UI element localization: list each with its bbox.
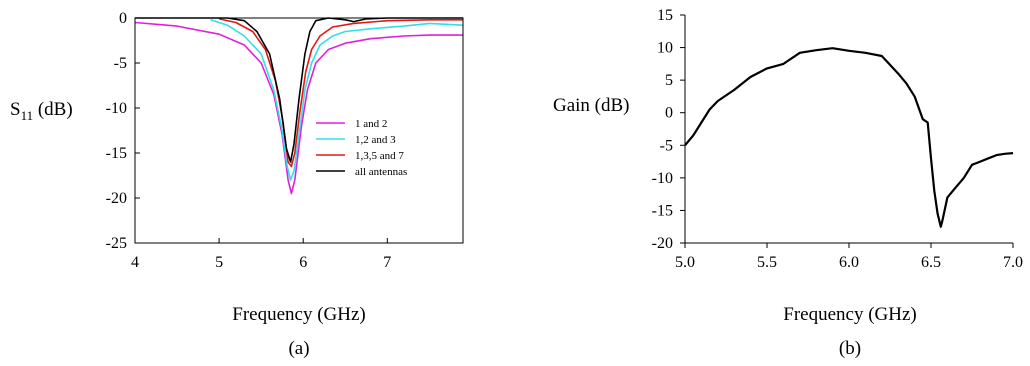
chart-a-x-tick-label-1: 4 xyxy=(131,254,139,271)
chart-a-legend: 1 and 2 1,2 and 3 1,3,5 and 7 all antennas xyxy=(316,118,407,178)
chart-b-x-tick-label-4: 6.5 xyxy=(921,254,941,271)
chart-a-series-line-1 xyxy=(134,21,463,195)
chart-b-x-tick-label-2: 5.5 xyxy=(757,254,777,271)
chart-a-y-tick-label-3: -10 xyxy=(106,100,127,117)
chart-a-legend-label-3: 1,3,5 and 7 xyxy=(355,150,404,162)
chart-a-x-axis: 4 5 6 7 xyxy=(131,238,391,271)
chart-b-y-axis-title: Gain (dB) xyxy=(553,95,630,116)
chart-b-y-axis: 15 10 5 0 -5 -10 -15 -20 xyxy=(652,7,685,252)
chart-a-x-tick-label-3: 6 xyxy=(299,254,307,271)
chart-b-y-tick-label-4: 0 xyxy=(665,105,673,122)
chart-b: 5.0 5.5 6.0 6.5 7.0 15 10 5 0 -5 -10 -15 -20 Freque… xyxy=(553,7,1023,359)
chart-a-plot-frame xyxy=(134,17,464,244)
chart-b-y-tick-label-3: 5 xyxy=(665,72,673,89)
chart-a-y-tick-label-4: -15 xyxy=(106,145,127,162)
chart-a-y-tick-label-2: -5 xyxy=(114,55,127,72)
chart-a-x-axis-title: Frequency (GHz) xyxy=(232,304,365,325)
chart-a-y-tick-label-5: -20 xyxy=(106,190,127,207)
chart-b-y-tick-label-5: -5 xyxy=(660,137,673,154)
chart-b-y-tick-label-1: 15 xyxy=(657,7,673,24)
chart-a-series xyxy=(134,17,464,195)
chart-b-panel-label: (b) xyxy=(839,338,861,359)
chart-a-legend-label-2: 1,2 and 3 xyxy=(355,134,396,146)
chart-b-y-tick-label-8: -20 xyxy=(652,235,673,252)
chart-b-x-axis: 5.0 5.5 6.0 6.5 7.0 xyxy=(675,243,1023,271)
chart-a-y-axis-title-sub: 11 xyxy=(21,108,34,123)
chart-a-y-axis: 0 -5 -10 -15 -20 -25 xyxy=(106,10,140,252)
chart-b-x-axis-title: Frequency (GHz) xyxy=(783,304,916,325)
chart-b-series-line-1 xyxy=(684,47,1014,228)
chart-a-x-tick-label-4: 7 xyxy=(383,254,391,271)
chart-a-series-line-3 xyxy=(218,18,463,168)
chart-a-y-tick-label-6: -25 xyxy=(106,235,127,252)
chart-a-y-axis-title: S11 (dB) xyxy=(10,99,73,123)
chart-b-y-tick-label-7: -15 xyxy=(652,202,673,219)
chart-a-series-line-2 xyxy=(210,19,464,181)
chart-a: 4 5 6 7 0 -5 -10 -15 -20 -25 Frequency (GHz) S11… xyxy=(10,10,464,359)
chart-a-x-tick-label-2: 5 xyxy=(215,254,223,271)
chart-a-y-axis-title-main: S xyxy=(10,99,21,120)
chart-a-legend-label-1: 1 and 2 xyxy=(355,118,387,130)
chart-a-series-line-4 xyxy=(135,17,463,163)
chart-b-x-tick-label-1: 5.0 xyxy=(675,254,695,271)
chart-b-y-tick-label-2: 10 xyxy=(657,40,673,57)
chart-a-legend-label-4: all antennas xyxy=(355,166,407,178)
chart-a-y-tick-label-1: 0 xyxy=(119,10,127,27)
chart-b-series xyxy=(684,47,1014,228)
chart-a-panel-label: (a) xyxy=(288,338,309,359)
chart-b-x-tick-label-3: 6.0 xyxy=(839,254,859,271)
chart-b-x-tick-label-5: 7.0 xyxy=(1003,254,1023,271)
chart-a-y-axis-title-unit: (dB) xyxy=(33,99,73,120)
chart-b-y-tick-label-6: -10 xyxy=(652,170,673,187)
